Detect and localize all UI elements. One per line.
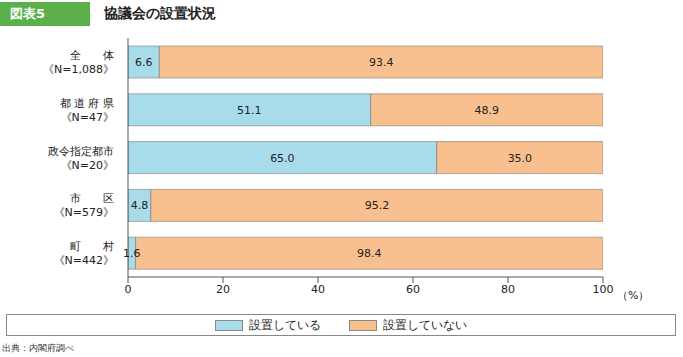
- svg-text:全 体《N=1,088》: 全 体《N=1,088》: [43, 49, 114, 76]
- svg-text:4.8: 4.8: [131, 199, 149, 212]
- html-text:図表5: 図表5: [10, 6, 45, 21]
- svg-text:市 区《N=579》: 市 区《N=579》: [54, 192, 114, 219]
- svg-text:51.1: 51.1: [237, 104, 262, 117]
- svg-text:6.6: 6.6: [135, 56, 153, 69]
- html-text:出典：内閣府調べ: 出典：内閣府調べ: [2, 343, 74, 353]
- svg-text:（%）: （%）: [617, 289, 649, 302]
- svg-text:都 道 府 県《N=47》: 都 道 府 県《N=47》: [60, 97, 115, 124]
- svg-text:100: 100: [593, 283, 614, 296]
- svg-text:40: 40: [311, 283, 325, 296]
- svg-text:35.0: 35.0: [508, 152, 533, 165]
- svg-text:95.2: 95.2: [365, 199, 390, 212]
- svg-text:65.0: 65.0: [270, 152, 295, 165]
- svg-text:1.6: 1.6: [123, 247, 141, 260]
- html-text:協議会の設置状況: 協議会の設置状況: [104, 5, 216, 21]
- svg-text:0: 0: [125, 283, 132, 296]
- svg-text:20: 20: [216, 283, 230, 296]
- svg-text:80: 80: [501, 283, 515, 296]
- svg-text:政令指定都市《N=20》: 政令指定都市《N=20》: [48, 145, 114, 172]
- svg-text:町 村《N=442》: 町 村《N=442》: [54, 240, 114, 267]
- svg-text:98.4: 98.4: [357, 247, 382, 260]
- html-text:設置していない: 設置していない: [383, 317, 467, 332]
- svg-text:93.4: 93.4: [369, 56, 394, 69]
- svg-text:60: 60: [406, 283, 420, 296]
- svg-text:48.9: 48.9: [475, 104, 500, 117]
- html-text:設置している: 設置している: [249, 317, 321, 332]
